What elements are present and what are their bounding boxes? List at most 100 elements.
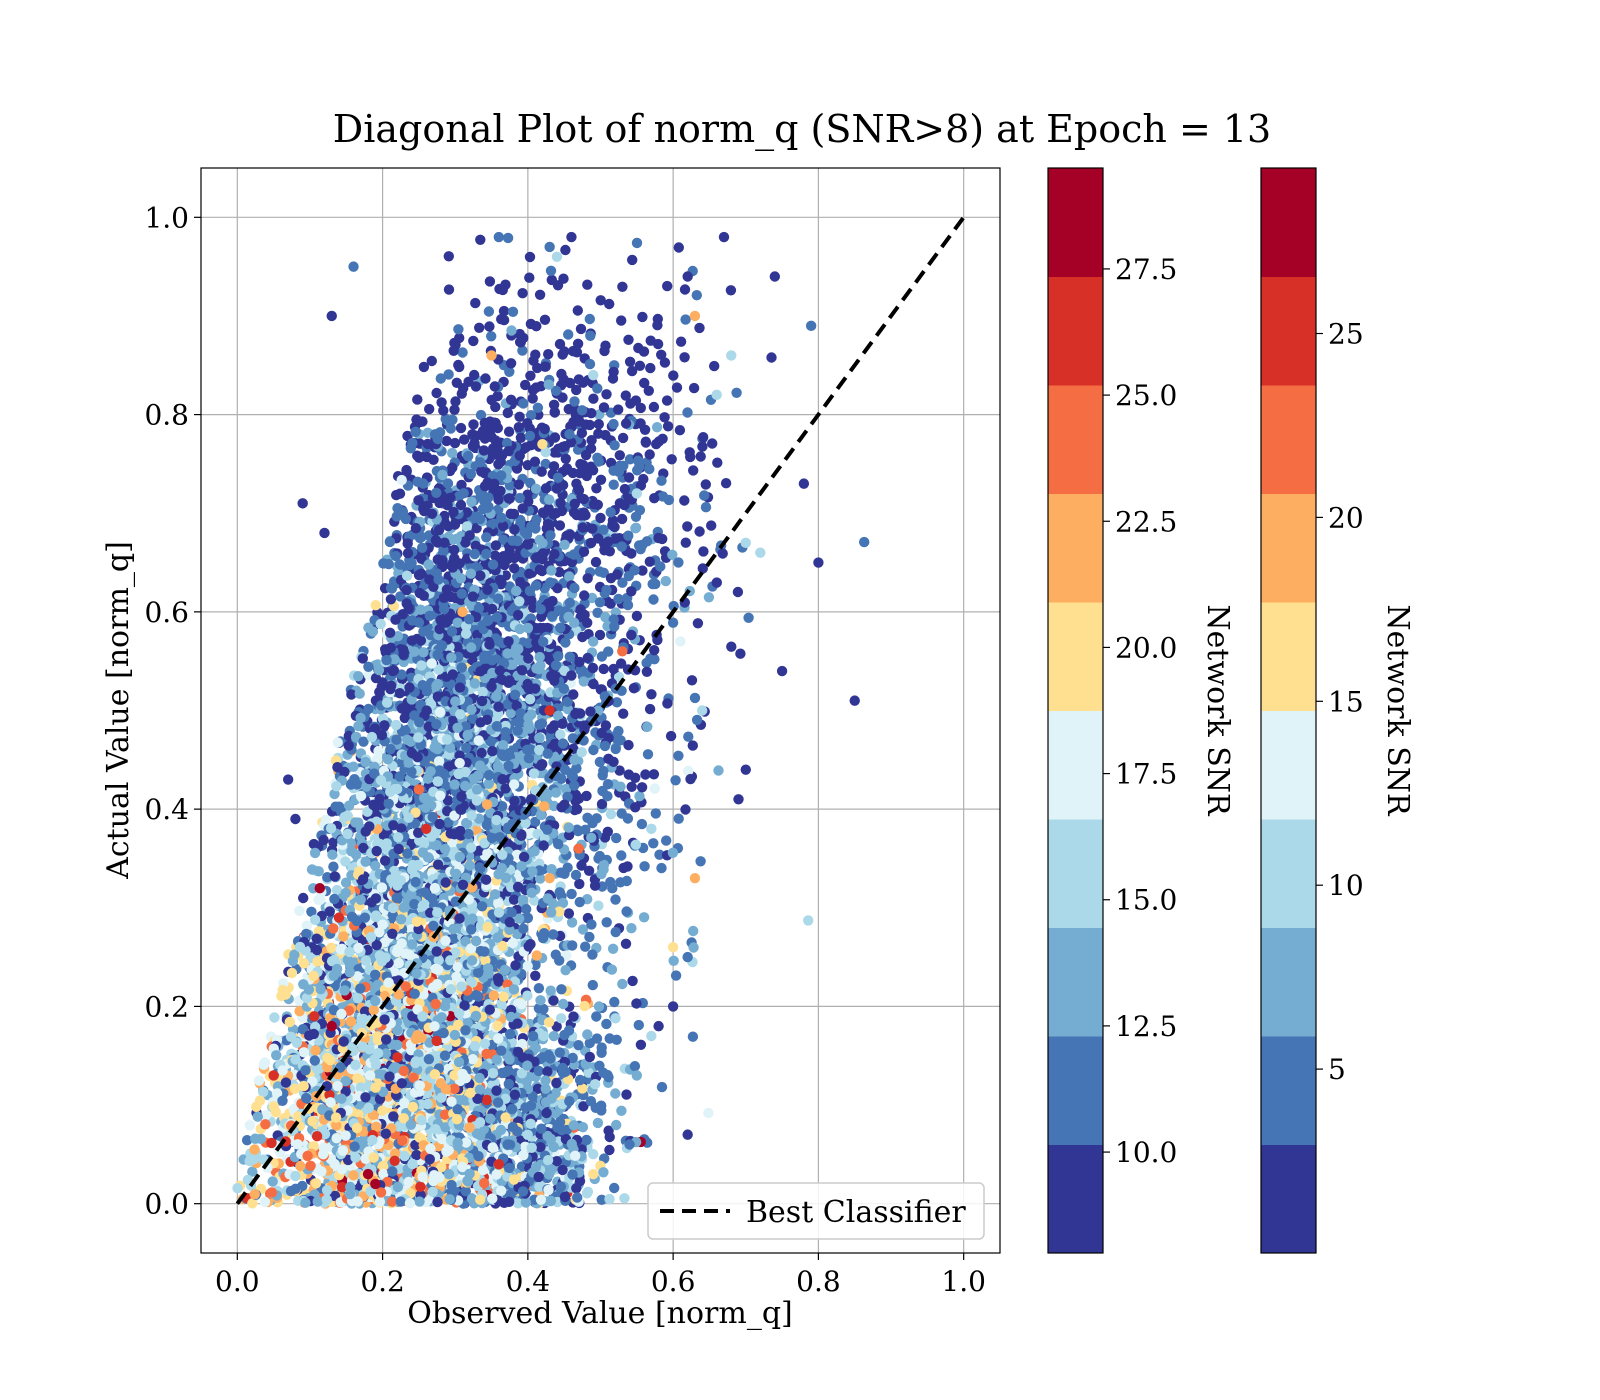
scatter-point [515, 432, 527, 443]
scatter-point [601, 917, 612, 928]
scatter-point [593, 900, 604, 911]
scatter-point [638, 912, 650, 923]
scatter-point [447, 447, 458, 459]
scatter-point [586, 435, 597, 446]
scatter-point [604, 298, 615, 310]
scatter-point [614, 450, 625, 461]
scatter-point [594, 597, 606, 608]
scatter-points [232, 231, 870, 1209]
scatter-point [416, 553, 427, 564]
scatter-point [668, 370, 679, 381]
scatter-point [700, 479, 711, 490]
scatter-point [551, 1021, 562, 1032]
scatter-point [671, 382, 683, 393]
scatter-point [613, 404, 624, 415]
scatter-point [557, 392, 568, 403]
scatter-point [656, 475, 667, 486]
scatter-point [598, 1167, 609, 1178]
scatter-point [641, 657, 652, 669]
scatter-point [698, 546, 709, 557]
scatter-point [463, 450, 474, 462]
scatter-point [675, 336, 687, 347]
scatter-point [331, 884, 343, 896]
scatter-point [618, 708, 629, 719]
scatter-point [587, 979, 598, 991]
scatter-point [488, 990, 499, 1001]
scatter-point [486, 394, 497, 406]
scatter-point [593, 456, 604, 467]
scatter-point [636, 818, 648, 830]
scatter-point [556, 984, 567, 995]
scatter-point [653, 436, 665, 447]
scatter-point [859, 536, 870, 548]
scatter-point [586, 408, 597, 419]
scatter-point [591, 1011, 602, 1022]
scatter-point [585, 330, 596, 341]
scatter-point [581, 1134, 592, 1146]
scatter-point [475, 409, 487, 421]
scatter-point [457, 347, 468, 358]
scatter-point [540, 458, 551, 470]
scatter-point [659, 357, 671, 368]
scatter-point [616, 541, 627, 552]
scatter-point [571, 763, 582, 774]
scatter-point [517, 503, 528, 514]
scatter-point [301, 920, 313, 931]
scatter-point [605, 876, 616, 888]
scatter-point [496, 314, 507, 325]
scatter-point [703, 592, 715, 603]
scatter-point [605, 457, 617, 469]
scatter-point [565, 677, 577, 689]
scatter-point [269, 1012, 280, 1023]
scatter-point [579, 590, 590, 601]
scatter-point [643, 385, 654, 396]
scatter-point [636, 782, 648, 793]
scatter-point [639, 377, 650, 389]
scatter-point [698, 432, 709, 443]
scatter-point [673, 242, 684, 253]
scatter-point [611, 697, 623, 708]
scatter-point [692, 618, 704, 629]
scatter-point [582, 279, 593, 290]
scatter-point [286, 967, 298, 979]
scatter-point [584, 313, 595, 325]
scatter-point [635, 1039, 647, 1051]
scatter-point [259, 1196, 271, 1208]
scatter-point [560, 637, 571, 648]
scatter-point [641, 666, 653, 677]
scatter-point [399, 712, 410, 724]
scatter-point [662, 280, 673, 292]
scatter-point [459, 434, 470, 445]
scatter-point [588, 678, 599, 690]
scatter-point [680, 537, 691, 548]
scatter-point [385, 594, 397, 605]
scatter-point [587, 949, 598, 960]
scatter-point [685, 451, 696, 463]
scatter-point [558, 998, 569, 1010]
scatter-point [566, 888, 577, 900]
scatter-point [306, 906, 317, 917]
scatter-point [688, 382, 700, 394]
scatter-point [370, 860, 381, 871]
scatter-point [574, 878, 585, 890]
scatter-point [599, 832, 611, 843]
scatter-point [631, 610, 643, 622]
scatter-point [578, 676, 589, 687]
scatter-point [688, 942, 699, 953]
scatter-point [634, 791, 645, 802]
scatter-point [634, 360, 646, 371]
scatter-point [602, 779, 614, 790]
scatter-point [504, 366, 515, 377]
scatter-point [520, 379, 531, 391]
scatter-point [649, 645, 660, 656]
scatter-point [569, 804, 580, 816]
scatter-point [592, 607, 603, 618]
scatter-point [554, 566, 565, 578]
scatter-point [626, 923, 637, 934]
scatter-point [320, 814, 332, 825]
scatter-point [695, 856, 706, 867]
scatter-point [680, 314, 691, 325]
scatter-point [426, 355, 437, 367]
scatter-point [600, 612, 611, 623]
